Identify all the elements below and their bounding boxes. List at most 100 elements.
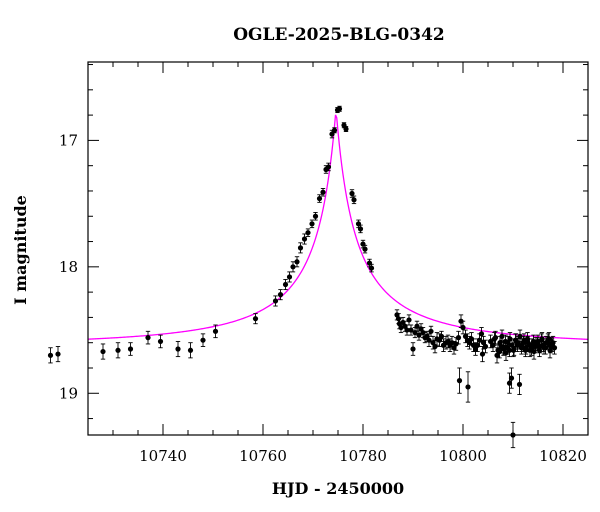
- data-point: [294, 256, 300, 268]
- data-point: [460, 320, 466, 335]
- data-marker: [482, 343, 489, 350]
- data-marker: [536, 347, 543, 353]
- data-marker: [455, 335, 462, 341]
- data-point: [100, 343, 106, 360]
- y-tick-label: 17: [59, 131, 78, 149]
- model-layer: [87, 114, 589, 340]
- data-marker: [252, 316, 259, 322]
- data-point: [406, 314, 412, 326]
- data-marker: [479, 351, 486, 357]
- data-point: [478, 327, 485, 341]
- data-marker: [282, 281, 289, 288]
- data-point: [362, 244, 368, 254]
- data-point: [510, 343, 517, 358]
- data-point: [55, 346, 61, 363]
- data-marker: [494, 352, 500, 358]
- data-point: [494, 347, 500, 364]
- data-point: [479, 346, 486, 363]
- chart-title: OGLE-2025-BLG-0342: [233, 25, 445, 45]
- data-marker: [100, 348, 106, 355]
- y-axis-label: I magnitude: [11, 195, 30, 305]
- data-point: [286, 271, 293, 283]
- data-marker: [297, 245, 304, 251]
- data-marker: [127, 346, 134, 352]
- data-point: [297, 242, 304, 254]
- x-tick-label: 10820: [539, 447, 587, 465]
- data-point: [438, 330, 445, 342]
- data-marker: [456, 378, 463, 384]
- data-point: [127, 342, 134, 356]
- data-point: [508, 367, 515, 389]
- data-marker: [325, 164, 332, 170]
- data-marker: [426, 337, 432, 343]
- data-point: [408, 324, 414, 336]
- data-point: [272, 295, 279, 307]
- x-tick-label: 10760: [239, 447, 287, 465]
- data-point: [351, 195, 357, 205]
- data-point: [277, 289, 284, 301]
- data-marker: [187, 347, 194, 353]
- data-marker: [349, 190, 355, 197]
- data-point: [252, 313, 259, 325]
- data-point: [320, 187, 326, 197]
- data-marker: [408, 327, 414, 333]
- data-point: [331, 127, 338, 134]
- data-marker: [438, 333, 445, 339]
- data-point: [491, 332, 498, 346]
- data-marker: [428, 328, 434, 334]
- data-point: [455, 330, 462, 345]
- data-marker: [331, 127, 338, 133]
- data-marker: [55, 351, 61, 357]
- data-marker: [465, 384, 471, 390]
- data-marker: [200, 337, 206, 343]
- data-point: [368, 263, 375, 273]
- data-point: [312, 212, 319, 221]
- data-point: [325, 162, 332, 172]
- data-marker: [305, 230, 311, 236]
- data-point: [336, 105, 343, 112]
- data-marker: [145, 335, 151, 341]
- data-marker: [294, 259, 300, 265]
- data-point: [145, 330, 151, 345]
- data-point: [514, 338, 521, 352]
- data-point: [115, 342, 121, 359]
- x-tick-label: 10740: [139, 447, 187, 465]
- data-marker: [487, 338, 494, 345]
- data-marker: [290, 264, 296, 270]
- data-point: [456, 367, 463, 394]
- data-marker: [286, 274, 293, 280]
- data-marker: [499, 333, 505, 339]
- data-point: [316, 194, 323, 203]
- data-marker: [320, 189, 326, 195]
- data-marker: [343, 126, 349, 132]
- data-point: [309, 219, 315, 229]
- data-marker: [115, 347, 121, 353]
- x-tick-label: 10780: [339, 447, 387, 465]
- data-marker: [336, 106, 343, 112]
- data-point: [343, 126, 349, 132]
- data-marker: [277, 292, 284, 298]
- data-marker: [460, 324, 466, 331]
- data-point: [357, 224, 364, 234]
- data-points-layer: [47, 105, 558, 449]
- data-point: [428, 325, 434, 337]
- data-marker: [404, 327, 410, 333]
- data-point: [532, 339, 539, 354]
- data-point: [157, 334, 164, 349]
- data-marker: [406, 317, 412, 323]
- data-marker: [301, 236, 308, 242]
- data-point: [200, 333, 206, 347]
- data-point: [516, 373, 523, 395]
- data-marker: [362, 246, 368, 252]
- data-point: [410, 342, 416, 356]
- x-axis-label: HJD - 2450000: [272, 479, 404, 498]
- data-marker: [410, 346, 416, 352]
- data-marker: [551, 345, 558, 351]
- data-marker: [309, 221, 315, 227]
- tick-labels-layer: 10740 10760 10780 10800 10820 17 18 19: [59, 131, 587, 465]
- data-marker: [510, 347, 517, 353]
- data-point: [522, 343, 529, 358]
- data-marker: [522, 347, 529, 353]
- data-marker: [491, 336, 498, 342]
